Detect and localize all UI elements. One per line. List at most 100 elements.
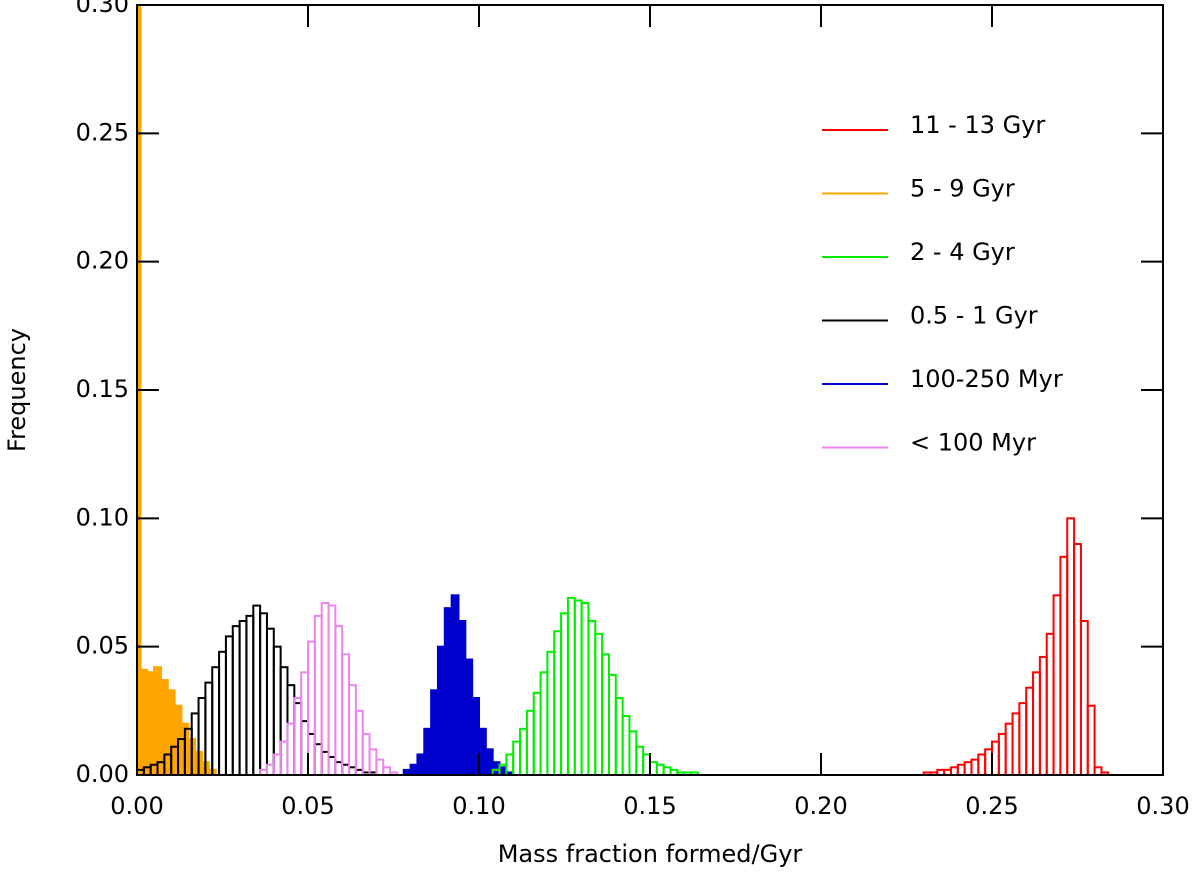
histogram-bar [491,761,501,775]
histogram-bar [300,671,310,775]
histogram-bar [1004,722,1014,775]
histogram-bar [1032,671,1041,775]
histogram-bar [245,614,255,775]
x-tick-label: 0.10 [452,792,505,820]
histogram-bar [443,607,453,775]
histogram-bar [628,730,638,775]
legend-label: 100-250 Myr [910,365,1063,393]
histogram-bar [1018,702,1028,775]
y-axis-label: Frequency [3,328,31,452]
histogram-bar [539,671,549,775]
y-tick-label: 0.05 [76,632,129,660]
histogram-bar [580,602,590,775]
histogram-bar [587,620,597,775]
histogram-bar [662,766,672,775]
histogram-bar [320,602,330,775]
histogram-bar [553,630,563,775]
histogram-bar [519,727,528,775]
histogram-bar [1045,632,1055,775]
histogram-bar [512,740,522,775]
histogram-bar [566,596,576,775]
x-tick-label: 0.00 [110,792,163,820]
histogram-bar [153,666,162,775]
histogram-bar [334,625,344,775]
histogram-bar [1059,555,1069,775]
histogram-bar [279,666,289,775]
histogram-bar [457,620,467,775]
histogram-bar [963,761,973,775]
histogram-bar [532,691,542,775]
x-tick-label: 0.05 [281,792,334,820]
histogram-bar [146,671,156,775]
histogram-bar [272,753,282,775]
histogram-bar [997,732,1007,775]
histogram-bar [690,771,699,775]
histogram-bar [139,668,149,775]
histogram-bar [949,766,959,775]
histogram-bar [655,763,665,775]
histogram-bar [327,756,337,775]
histogram-bar [334,761,344,775]
x-tick-label: 0.25 [965,792,1018,820]
histogram-bar [484,748,494,775]
histogram-bar [327,604,337,775]
histogram-bar [238,620,248,775]
histogram-bar [259,612,268,775]
histogram-bar [409,763,419,775]
histogram-bar [1052,594,1062,775]
histogram-bar [525,709,535,775]
histogram-bar [471,697,481,775]
histogram-bar [635,745,645,775]
y-tick-label: 0.15 [76,375,129,403]
histogram-bar [211,666,221,775]
histogram-bar [341,763,351,775]
histogram-bar [1038,655,1048,775]
histogram-bar [984,748,993,775]
histogram-bar [204,681,214,775]
histogram-bar [341,653,351,775]
histogram-bar [430,689,439,775]
histogram-bar [272,645,282,775]
histogram-bar [231,625,241,775]
histogram-bar [279,740,289,775]
histogram-bar [991,740,1000,775]
histogram-bar [498,766,508,775]
x-tick-label: 0.20 [794,792,847,820]
histogram-bar [361,732,371,775]
legend-label: 2 - 4 Gyr [910,238,1015,266]
histogram-bar [224,635,234,775]
y-tick-label: 0.10 [76,503,129,531]
x-axis-label: Mass fraction formed/Gyr [498,840,803,868]
histogram-bar [382,766,392,775]
histogram-bar [320,750,330,775]
histogram-bar [546,650,556,775]
x-tick-label: 0.30 [1136,792,1189,820]
histogram-bar [348,684,357,775]
histogram-bar [478,727,487,775]
histogram-bar [560,612,569,775]
histogram-bar [1100,771,1110,775]
legend-label: 11 - 13 Gyr [910,111,1045,139]
histogram-bar [649,761,658,775]
y-tick-label: 0.20 [76,247,129,275]
histogram-bar [607,673,617,775]
histogram-bar [614,697,624,775]
histogram-bar [621,714,631,775]
histogram-bar [265,763,275,775]
histogram-bar [286,684,296,775]
histogram-bar [1011,712,1021,775]
histogram-bar [977,753,987,775]
plot-area [137,5,1110,775]
legend-label: 5 - 9 Gyr [910,175,1015,203]
histogram-bar [573,599,583,775]
histogram-bar [307,640,316,775]
histogram-bar [416,753,426,775]
y-tick-label: 0.30 [76,0,129,18]
histogram-bar [450,594,460,775]
histogram-bar [313,743,323,775]
histogram-bar [423,727,433,775]
histogram-bar [348,766,357,775]
histogram-bar [594,632,604,775]
histogram-bar [1073,543,1082,775]
histogram-bar [293,702,303,775]
